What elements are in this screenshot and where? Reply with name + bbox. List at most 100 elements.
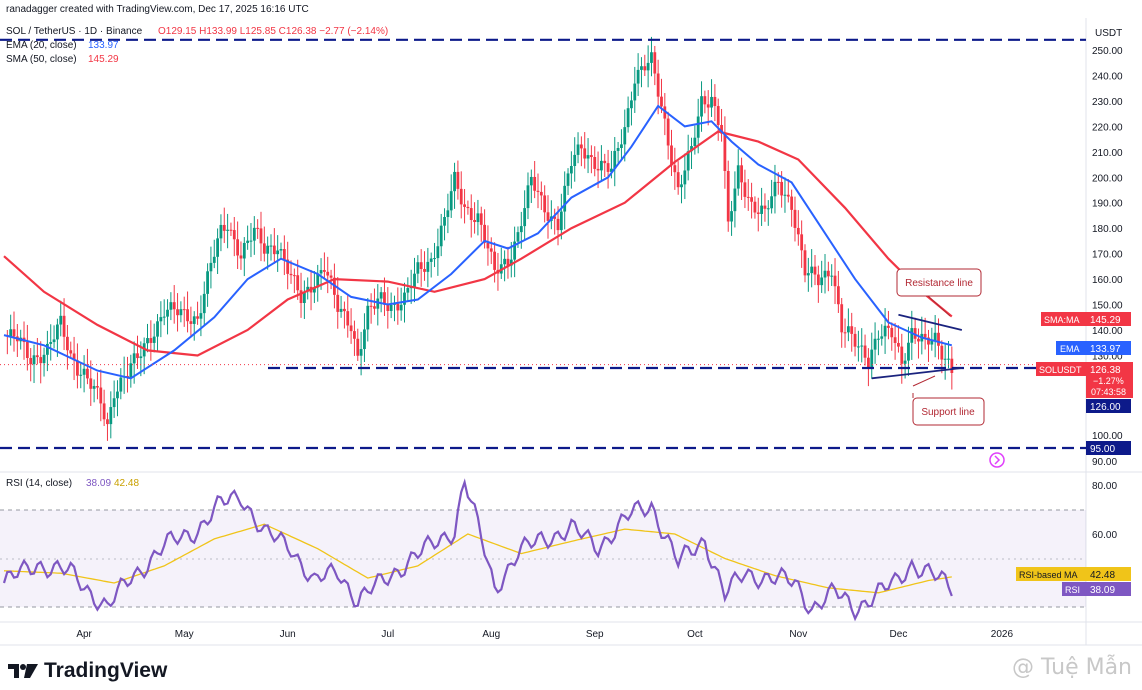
candle [343, 301, 346, 329]
candle [893, 322, 897, 360]
candle [162, 299, 166, 326]
candle [740, 157, 743, 200]
candle [366, 298, 370, 342]
candle [783, 177, 787, 213]
candle [796, 210, 800, 246]
candle [833, 258, 837, 305]
last-price-badge: SOLUSDT 126.38 −1.27% 07:43:58 [1036, 362, 1133, 398]
resistance-trendline[interactable] [898, 313, 963, 331]
candle [816, 265, 820, 303]
candle [863, 334, 867, 366]
candle [746, 179, 750, 211]
brand-name: TradingView [44, 659, 168, 682]
candle [589, 145, 593, 174]
sma-legend-label[interactable]: SMA (50, close) [6, 54, 77, 65]
candle [523, 190, 527, 240]
rsi-series-layer [2, 478, 953, 622]
candle [209, 246, 213, 289]
rsi-tick-label: 60.00 [1092, 530, 1117, 541]
candle [152, 323, 156, 353]
candle [136, 335, 139, 369]
candle [356, 328, 360, 361]
candle [282, 235, 286, 276]
candle [236, 221, 240, 269]
candle [66, 324, 69, 370]
candle [449, 174, 453, 218]
candle [887, 310, 890, 340]
candle [686, 134, 690, 181]
candle [760, 187, 764, 226]
symbol-title[interactable]: SOL / TetherUS · 1D · Binance [6, 26, 143, 37]
watermark-text: @ Tuệ Mẫn [1012, 655, 1132, 680]
candle [613, 137, 617, 187]
candle [166, 299, 169, 335]
candle [750, 182, 753, 219]
candle [269, 234, 273, 261]
candle [286, 241, 290, 290]
candle [76, 343, 79, 389]
svg-text:SOLUSDT: SOLUSDT [1039, 365, 1082, 375]
svg-text:126.00: 126.00 [1090, 402, 1121, 413]
candle [763, 193, 767, 222]
candle [800, 220, 804, 268]
candle [640, 57, 643, 88]
alert-icon[interactable] [989, 452, 1005, 468]
candle [42, 347, 46, 377]
candle [383, 277, 386, 316]
horizontal-levels [0, 38, 1086, 450]
candle [416, 255, 420, 284]
candle [536, 173, 540, 209]
candle [723, 116, 727, 189]
candle [529, 169, 533, 204]
candle [559, 193, 563, 240]
attribution-text: ranadagger created with TradingView.com,… [6, 4, 309, 15]
candle [690, 137, 693, 169]
candle [376, 284, 380, 326]
candle [546, 195, 550, 239]
candle [369, 293, 373, 324]
sma-legend-value: 145.29 [88, 54, 119, 65]
candle [336, 277, 340, 329]
sma50-line [3, 130, 953, 357]
candle [106, 412, 109, 441]
price-tick-label: 160.00 [1092, 275, 1123, 286]
ema-legend-label[interactable]: EMA (20, close) [6, 40, 77, 51]
candle [279, 242, 283, 260]
candle [636, 53, 640, 96]
candle [473, 202, 476, 234]
candle [443, 208, 446, 241]
candle [212, 239, 216, 269]
candle [506, 246, 510, 279]
candle [69, 341, 73, 359]
candle [453, 162, 456, 209]
candle [216, 228, 219, 274]
support-trendline[interactable] [871, 367, 962, 380]
candle [933, 315, 937, 358]
candle [870, 332, 874, 379]
support-pointer [912, 375, 936, 387]
ohlc-readout: O129.15 H133.99 L125.85 C126.38 −2.77 (−… [158, 26, 388, 37]
candle [710, 79, 713, 117]
candle [32, 344, 36, 384]
rsi-legend-label[interactable]: RSI (14, close) [6, 478, 72, 489]
candle [189, 306, 193, 338]
price-tick-label: 190.00 [1092, 199, 1123, 210]
candle [576, 132, 580, 164]
candle [479, 206, 483, 242]
time-tick-label: 2026 [991, 629, 1014, 640]
candle [292, 268, 296, 294]
price-series-layer [3, 36, 954, 441]
candle [35, 337, 39, 365]
candle [716, 98, 720, 141]
tradingview-logo[interactable]: TradingView [8, 659, 167, 683]
candle [706, 90, 710, 126]
candle [513, 226, 517, 278]
price-tick-label: 180.00 [1092, 224, 1123, 235]
candle [249, 223, 253, 258]
candle [626, 96, 630, 133]
candle [262, 226, 266, 262]
candle [276, 235, 280, 272]
ema-legend-value: 133.97 [88, 40, 119, 51]
candle [29, 348, 33, 382]
candle [770, 179, 774, 214]
